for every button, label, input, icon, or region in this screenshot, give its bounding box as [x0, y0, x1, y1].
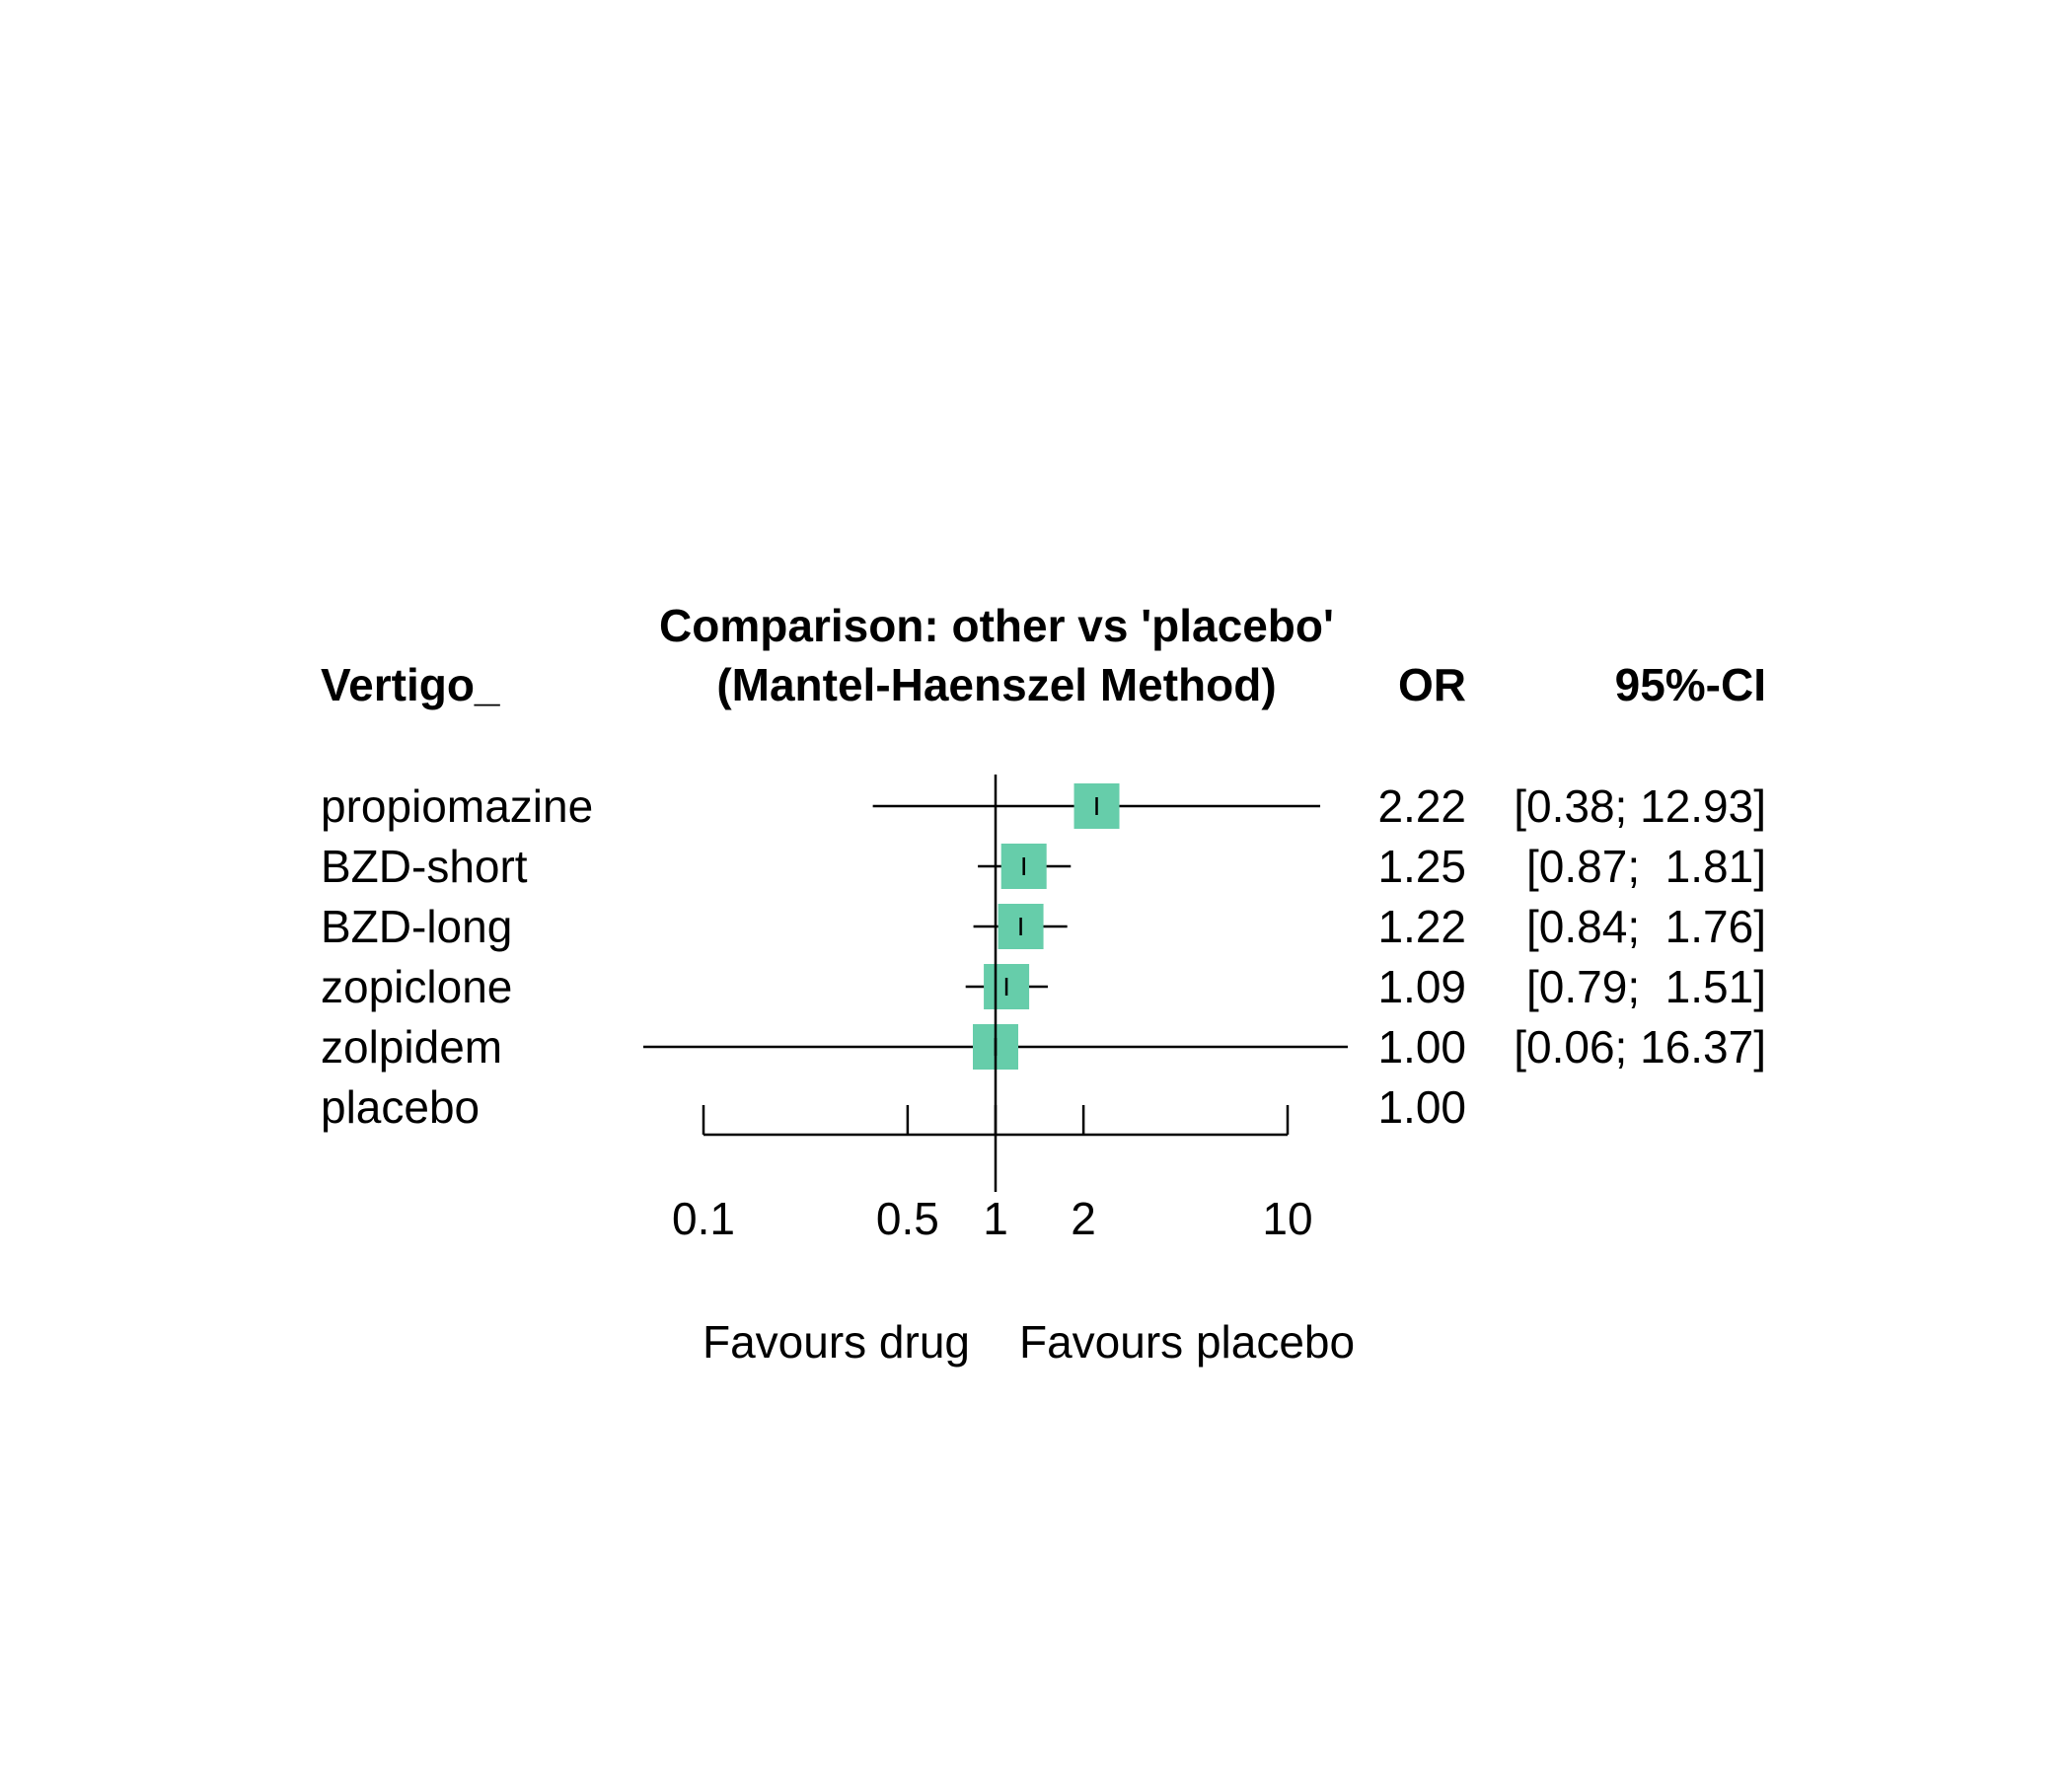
study-row: placebo 1.00: [321, 1081, 1466, 1133]
x-tick-label: 2: [1071, 1193, 1096, 1244]
study-row: BZD-long 1.22 [0.84; 1.76]: [321, 901, 1766, 952]
study-row: propiomazine 2.22 [0.38; 12.93]: [321, 780, 1766, 832]
study-row: zopiclone 1.09 [0.79; 1.51]: [321, 961, 1766, 1012]
ci-value: [0.79; 1.51]: [1526, 961, 1766, 1012]
ci-value: [0.06; 16.37]: [1514, 1021, 1766, 1073]
favours-left-label: Favours drug: [703, 1316, 970, 1368]
study-label: BZD-short: [321, 841, 528, 892]
study-rows: propiomazine 2.22 [0.38; 12.93] BZD-short 1.…: [321, 780, 1766, 1133]
x-tick-label: 0.1: [672, 1193, 735, 1244]
or-value: 1.00: [1377, 1021, 1466, 1073]
or-value: 1.00: [1377, 1081, 1466, 1133]
x-tick-label: 10: [1262, 1193, 1312, 1244]
x-axis: 0.1 0.5 1 2 10: [672, 775, 1313, 1244]
or-value: 1.22: [1377, 901, 1466, 952]
or-value: 1.09: [1377, 961, 1466, 1012]
or-value: 2.22: [1377, 780, 1466, 832]
ci-value: [0.87; 1.81]: [1526, 841, 1766, 892]
or-column-header: OR: [1398, 659, 1466, 710]
study-label: zopiclone: [321, 961, 512, 1012]
ci-value: [0.84; 1.76]: [1526, 901, 1766, 952]
study-label: zolpidem: [321, 1021, 502, 1073]
study-row: BZD-short 1.25 [0.87; 1.81]: [321, 841, 1766, 892]
study-row: zolpidem 1.00 [0.06; 16.37]: [321, 1021, 1766, 1073]
study-label: propiomazine: [321, 780, 593, 832]
ci-value: [0.38; 12.93]: [1514, 780, 1766, 832]
study-label: BZD-long: [321, 901, 512, 952]
label-column-header: Vertigo_: [321, 659, 500, 710]
or-value: 1.25: [1377, 841, 1466, 892]
favours-right-label: Favours placebo: [1019, 1316, 1355, 1368]
chart-subtitle: (Mantel-Haenszel Method): [716, 659, 1276, 710]
x-tick-label: 1: [983, 1193, 1008, 1244]
ci-column-header: 95%-CI: [1615, 659, 1766, 710]
study-label: placebo: [321, 1081, 480, 1133]
x-tick-label: 0.5: [876, 1193, 939, 1244]
chart-title: Comparison: other vs 'placebo': [659, 600, 1334, 651]
